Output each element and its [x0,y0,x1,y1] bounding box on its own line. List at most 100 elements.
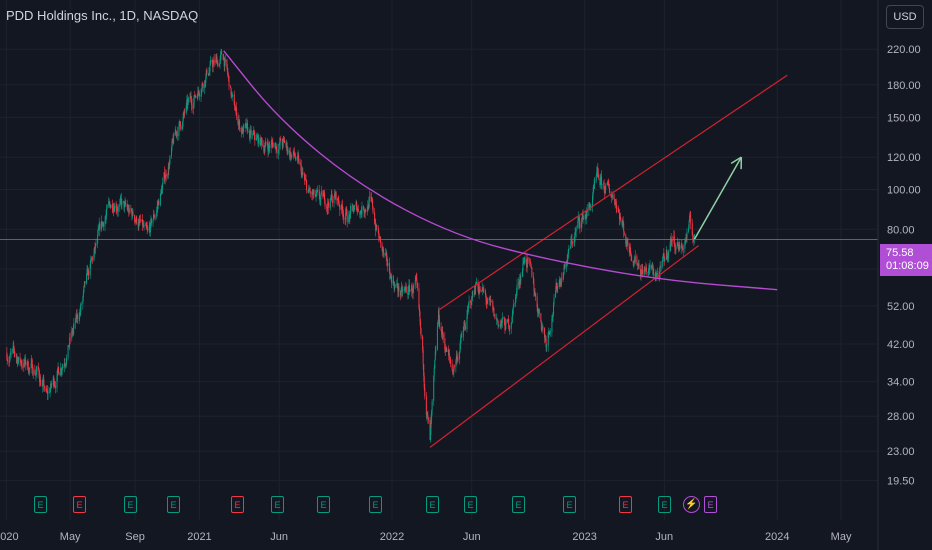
candle-body [121,201,123,205]
candle-body [338,200,340,204]
candle-body [52,377,54,384]
candle-body [686,231,688,239]
earnings-marker[interactable]: E [34,496,47,513]
candle-body [644,269,646,272]
earnings-marker[interactable]: E [464,496,477,513]
candle-body [600,176,602,180]
candle-body [101,223,103,226]
x-tick-label: Jun [655,531,673,543]
candle-body [226,59,228,68]
candle-body [656,273,658,275]
candle-body [462,330,464,337]
candle-body [404,288,406,290]
candle-body [316,192,318,194]
candle-body [475,281,477,285]
candle-body [501,317,503,323]
candle-body [414,280,416,286]
candle-body [168,167,170,169]
candle-body [269,145,271,148]
candle-body [548,331,550,333]
earnings-marker[interactable]: E [317,496,330,513]
candle-body [573,241,575,243]
candle-body [681,245,683,247]
candle-body [138,223,140,228]
earnings-marker[interactable]: E [271,496,284,513]
candle-body [470,301,472,303]
candle-body [239,120,241,129]
candle-body [294,154,296,158]
earnings-marker[interactable]: E [563,496,576,513]
candle-body [256,137,258,139]
candle-body [169,155,171,164]
candle-body [523,256,525,264]
earnings-marker[interactable]: E [704,496,717,513]
candle-body [584,215,586,219]
candle-body [89,263,91,276]
candle-body [578,216,580,223]
candle-body [323,192,325,196]
candle-body [190,95,192,100]
candle-body [457,358,459,360]
earnings-marker[interactable]: E [369,496,382,513]
candle-body [617,207,619,212]
candle-body [512,304,514,309]
candle-body [569,247,571,249]
candle-body [128,208,130,214]
candle-body [671,239,673,243]
earnings-marker[interactable]: E [231,496,244,513]
candle-body [189,97,191,99]
candle-body [198,90,200,94]
candle-body [536,296,538,308]
candle-body [319,199,321,201]
candle-body [350,205,352,211]
candle-body [516,284,518,292]
candle-body [183,111,185,113]
candle-body [13,345,15,348]
candle-body [571,238,573,243]
candle-body [272,141,274,147]
candle-body [527,257,529,259]
candle-body [234,110,236,112]
candle-body [486,302,488,304]
earnings-marker[interactable]: E [512,496,525,513]
candle-body [663,253,665,257]
candle-body [102,222,104,227]
candle-body [689,215,691,217]
candle-body [60,368,62,371]
currency-button[interactable]: USD [886,5,924,29]
candle-body [660,265,662,268]
lightning-icon[interactable]: ⚡ [683,496,700,513]
candle-body [309,190,311,194]
candle-body [438,310,440,320]
candle-body [511,322,513,324]
earnings-marker[interactable]: E [658,496,671,513]
earnings-marker[interactable]: E [167,496,180,513]
candle-body [303,174,305,180]
candle-body [65,364,67,366]
candle-body [337,198,339,201]
symbol-title[interactable]: PDD Holdings Inc., 1D, NASDAQ [6,8,199,23]
candle-body [630,247,632,254]
candle-body [489,299,491,301]
earnings-marker[interactable]: E [426,496,439,513]
candle-body [268,145,270,147]
x-tick-label: Jun [463,531,481,543]
earnings-marker[interactable]: E [124,496,137,513]
candle-body [376,225,378,229]
candle-body [368,201,370,209]
candle-body [258,137,260,144]
time-axis[interactable]: 2020 May Sep 2021 Jun 2022 Jun 2023 Jun 2024 May [0,531,852,543]
earnings-marker[interactable]: E [619,496,632,513]
candle-body [297,155,299,158]
candle-body [105,218,107,222]
candle-body [306,180,308,190]
earnings-marker[interactable]: E [73,496,86,513]
candle-body [242,128,244,134]
candle-body [509,328,511,330]
candle-body [278,143,280,150]
candle-body [212,62,214,68]
x-tick-label: May [60,531,81,543]
candle-body [334,194,336,197]
candle-body [442,330,444,335]
